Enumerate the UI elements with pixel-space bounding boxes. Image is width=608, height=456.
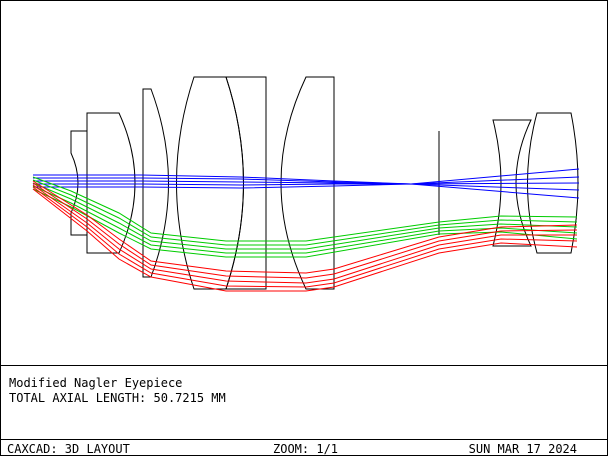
ray-bundle-edge-field — [32, 180, 578, 292]
lens-element-6 — [280, 76, 335, 290]
lens-elements — [70, 76, 579, 290]
ray-bundle-axial — [33, 168, 580, 199]
footer-zoom: ZOOM: 1/1 — [273, 442, 339, 456]
lens-element-1 — [70, 130, 88, 236]
lens-element-3 — [142, 88, 169, 278]
lens-element-7 — [492, 119, 532, 247]
ray-bundle-mid-field — [32, 176, 578, 258]
lens-element-5 — [225, 76, 267, 290]
footer-program: CAXCAD: 3D LAYOUT — [7, 442, 130, 456]
optical-layout-svg — [32, 76, 580, 292]
info-divider — [1, 365, 607, 366]
lens-element-2 — [86, 112, 136, 254]
layout-title: Modified Nagler Eyepiece — [9, 376, 183, 390]
lens-layout-plot — [1, 1, 607, 365]
lens-element-8 — [527, 112, 579, 254]
footer-divider — [1, 439, 607, 440]
axial-length-readout: TOTAL AXIAL LENGTH: 50.7215 MM — [9, 391, 226, 405]
footer-date: SUN MAR 17 2024 — [468, 442, 577, 456]
